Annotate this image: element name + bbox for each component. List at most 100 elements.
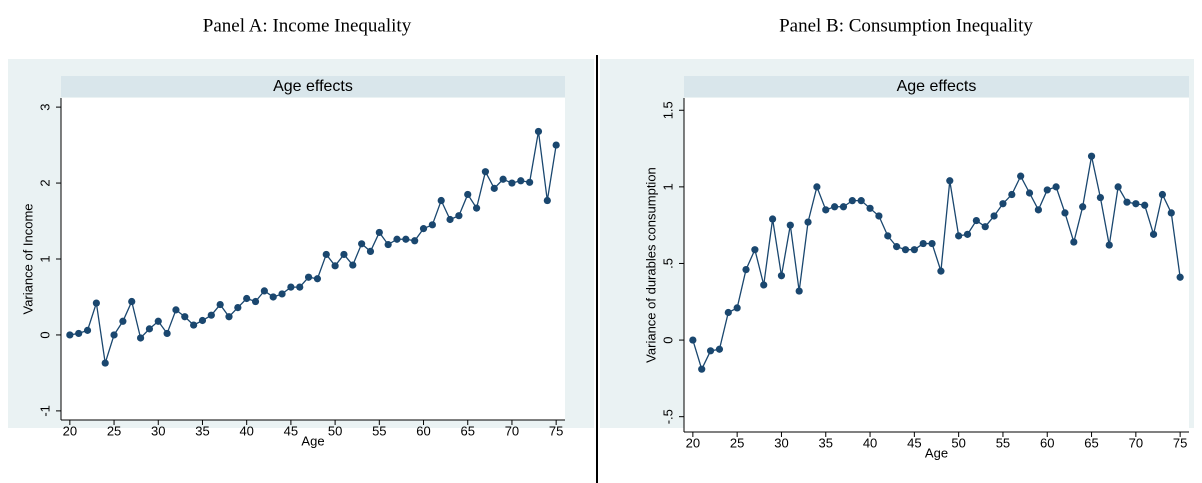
data-point [689, 336, 697, 344]
data-point [999, 200, 1007, 208]
data-point [698, 365, 706, 373]
data-point [751, 246, 759, 254]
data-point [331, 262, 339, 270]
data-point [813, 183, 821, 191]
data-point [768, 215, 777, 223]
data-point [322, 250, 330, 259]
y-tick-label: 3 [37, 103, 52, 110]
data-point [777, 272, 786, 280]
y-tick-label: 2 [37, 179, 52, 186]
x-tick-label: 70 [1129, 435, 1143, 450]
data-point [884, 232, 892, 240]
data-point [366, 247, 375, 256]
data-point [893, 243, 901, 251]
data-point [419, 225, 428, 233]
data-point [1061, 209, 1069, 217]
data-point [251, 297, 260, 306]
data-point [234, 304, 242, 312]
data-point [857, 197, 865, 205]
data-point [437, 196, 445, 205]
data-point [963, 230, 972, 238]
data-point [706, 347, 715, 355]
title-band [684, 76, 1189, 97]
data-point [786, 221, 794, 229]
data-point [972, 216, 980, 225]
data-point [428, 221, 436, 229]
data-point [411, 237, 419, 245]
data-point [243, 294, 251, 303]
data-point [1176, 273, 1184, 281]
y-tick-label: -1 [37, 405, 52, 417]
data-point [75, 329, 83, 338]
x-tick-label: 20 [686, 435, 700, 450]
x-tick-label: 45 [907, 435, 921, 450]
data-point [795, 287, 803, 295]
data-point [287, 283, 295, 291]
x-tick-label: 30 [151, 423, 165, 438]
data-point [198, 316, 207, 325]
data-point [499, 175, 507, 183]
data-point [1087, 152, 1096, 160]
data-point [1070, 238, 1078, 246]
data-point [375, 228, 383, 237]
data-point [66, 331, 74, 339]
x-tick-label: 35 [195, 423, 209, 438]
data-point [742, 265, 750, 274]
data-point [733, 304, 741, 312]
plot-area [61, 98, 565, 420]
x-tick-label: 55 [996, 435, 1010, 450]
data-point [937, 267, 945, 275]
x-tick-label: 40 [863, 435, 877, 450]
chart-title: Age effects [897, 78, 977, 95]
data-point [552, 141, 560, 149]
data-point [225, 313, 233, 321]
data-point [822, 206, 830, 214]
data-point [724, 308, 732, 317]
data-point [384, 240, 392, 249]
x-tick-label: 65 [461, 423, 475, 438]
data-point [313, 275, 322, 283]
data-point [358, 240, 366, 248]
data-point [928, 239, 936, 248]
data-point [875, 212, 883, 220]
data-point [804, 218, 812, 226]
y-tick-label: .5 [660, 258, 675, 269]
data-point [1017, 172, 1025, 180]
data-point [92, 299, 100, 307]
data-point [981, 223, 989, 231]
data-point [1034, 206, 1042, 214]
data-point [543, 196, 551, 205]
data-point [464, 190, 472, 199]
data-point [402, 235, 410, 243]
data-point [839, 203, 848, 211]
x-tick-label: 60 [416, 423, 430, 438]
y-axis-label: Variance of Income [20, 203, 35, 314]
data-point [393, 235, 401, 243]
data-point [481, 168, 490, 176]
data-point [1105, 241, 1113, 249]
data-point [472, 204, 481, 212]
data-point [831, 203, 839, 211]
y-axis-label: Variance of durables consumption [643, 167, 658, 363]
data-point [1025, 189, 1034, 197]
data-line [692, 156, 1181, 371]
data-point [340, 250, 348, 259]
y-tick-label: -.5 [660, 409, 675, 424]
data-point [1008, 190, 1016, 199]
data-point [1141, 201, 1149, 209]
data-point [101, 359, 109, 367]
data-point [296, 283, 304, 291]
x-tick-label: 25 [107, 423, 121, 438]
y-tick-label: 0 [37, 331, 52, 338]
data-point [190, 321, 198, 329]
data-point [517, 177, 525, 185]
data-point [260, 287, 268, 295]
data-point [1149, 230, 1158, 238]
y-tick-label: 1 [660, 183, 675, 190]
title-band [61, 76, 565, 97]
x-tick-label: 40 [239, 423, 253, 438]
data-point [119, 317, 127, 325]
data-point [110, 331, 118, 339]
x-tick-label: 25 [730, 435, 744, 450]
